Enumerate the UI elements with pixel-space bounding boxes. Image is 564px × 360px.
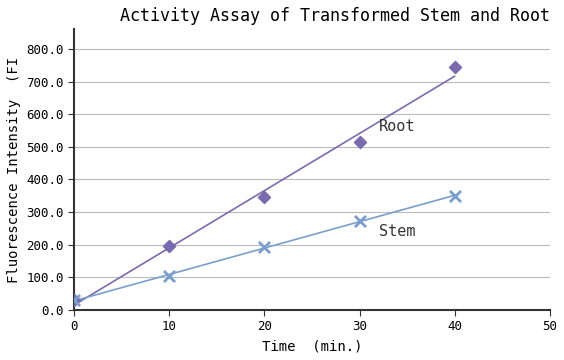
X-axis label: Time  (min.): Time (min.) xyxy=(262,339,362,353)
Point xyxy=(355,219,364,224)
Point xyxy=(260,244,269,250)
Point xyxy=(355,139,364,145)
Point xyxy=(260,194,269,200)
Point xyxy=(450,193,459,199)
Point xyxy=(165,273,174,279)
Text: Stem: Stem xyxy=(378,224,415,239)
Point xyxy=(450,64,459,70)
Point xyxy=(70,297,79,303)
Y-axis label: Fluorescence Intensity  (FI: Fluorescence Intensity (FI xyxy=(7,57,21,283)
Text: Root: Root xyxy=(378,119,415,134)
Point xyxy=(70,297,79,303)
Text: Activity Assay of Transformed Stem and Root: Activity Assay of Transformed Stem and R… xyxy=(120,7,549,25)
Point xyxy=(165,243,174,249)
